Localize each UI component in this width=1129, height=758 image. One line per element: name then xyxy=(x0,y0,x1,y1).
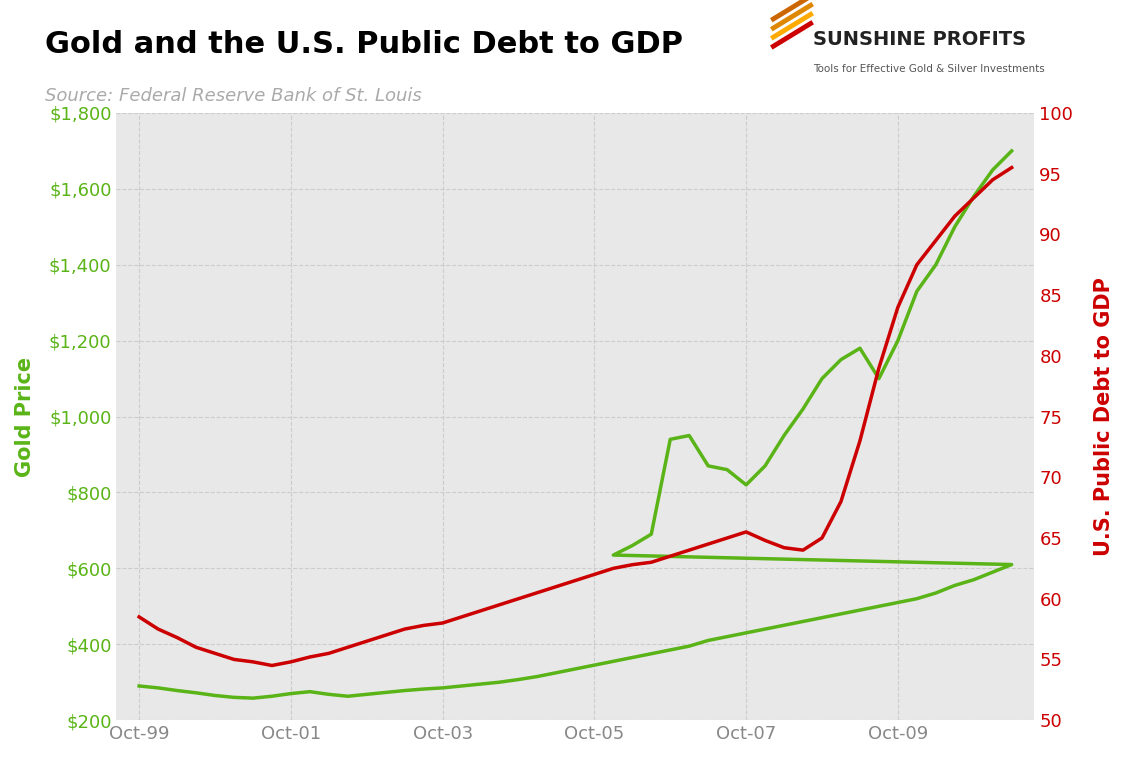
Y-axis label: U.S. Public Debt to GDP: U.S. Public Debt to GDP xyxy=(1094,277,1114,556)
Text: Source: Federal Reserve Bank of St. Louis: Source: Federal Reserve Bank of St. Loui… xyxy=(45,87,422,105)
Text: SUNSHINE PROFITS: SUNSHINE PROFITS xyxy=(813,30,1026,49)
Y-axis label: Gold Price: Gold Price xyxy=(15,356,35,477)
Text: Gold and the U.S. Public Debt to GDP: Gold and the U.S. Public Debt to GDP xyxy=(45,30,683,59)
Text: Tools for Effective Gold & Silver Investments: Tools for Effective Gold & Silver Invest… xyxy=(813,64,1044,74)
